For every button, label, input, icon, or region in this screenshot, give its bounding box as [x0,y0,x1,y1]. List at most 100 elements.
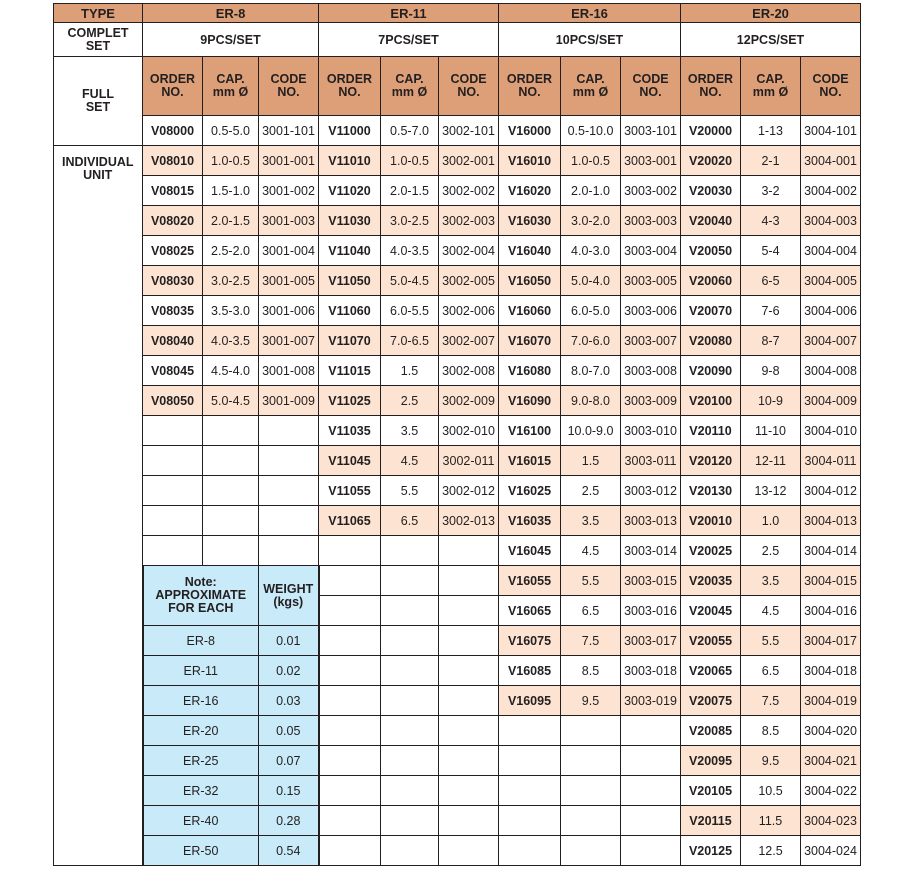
empty-cell [438,625,499,656]
order-no: V16075 [498,625,561,656]
code-no: 3002-001 [438,145,499,176]
empty-cell [620,745,681,776]
code-no: 3003-002 [620,175,681,206]
empty-cell [258,535,319,566]
order-no: V08040 [142,325,203,356]
capacity: 10.5 [740,775,801,806]
code-no: 3003-010 [620,415,681,446]
order-no: V20030 [680,175,741,206]
column-header-order-no: ORDER NO. [680,56,741,116]
empty-cell [202,445,259,476]
empty-cell [560,745,621,776]
order-no: V11040 [318,235,381,266]
capacity: 9.5 [740,745,801,776]
capacity: 12-11 [740,445,801,476]
order-no: V20040 [680,205,741,236]
weight-header: WEIGHT (kgs) [258,565,320,626]
empty-cell [202,535,259,566]
capacity: 13-12 [740,475,801,506]
code-no: 3003-005 [620,265,681,296]
capacity: 10-9 [740,385,801,416]
code-no: 3003-003 [620,205,681,236]
order-no: V08025 [142,235,203,266]
code-no: 3001-002 [258,175,319,206]
empty-cell [142,505,203,536]
code-no: 3003-011 [620,445,681,476]
capacity: 1.0-0.5 [560,145,621,176]
order-no: V20130 [680,475,741,506]
capacity: 1.5-1.0 [202,175,259,206]
empty-cell [318,835,381,866]
empty-cell [258,415,319,446]
capacity: 3.5-3.0 [202,295,259,326]
order-no: V08020 [142,205,203,236]
capacity: 0.5-7.0 [380,115,439,146]
empty-cell [620,715,681,746]
empty-cell [318,595,381,626]
capacity: 1.0-0.5 [380,145,439,176]
empty-cell [438,535,499,566]
capacity: 7.5 [740,685,801,716]
full-set-label: FULL SET [53,56,143,146]
code-no: 3002-005 [438,265,499,296]
capacity: 5-4 [740,235,801,266]
code-no: 3004-018 [800,655,861,686]
capacity: 1-13 [740,115,801,146]
code-no: 3004-101 [800,115,861,146]
order-no: V16045 [498,535,561,566]
empty-cell [438,685,499,716]
weight-value: 0.01 [258,625,320,656]
empty-cell [318,775,381,806]
order-no: V20075 [680,685,741,716]
capacity: 4-3 [740,205,801,236]
order-no: V16010 [498,145,561,176]
order-no: V20020 [680,145,741,176]
order-no: V20110 [680,415,741,446]
column-header-code-no: CODE NO. [258,56,319,116]
order-no: V16095 [498,685,561,716]
type-header: ER-16 [498,3,681,23]
order-no: V16100 [498,415,561,446]
capacity: 5.0-4.5 [202,385,259,416]
capacity: 6.5 [740,655,801,686]
empty-cell [318,745,381,776]
capacity: 6.0-5.0 [560,295,621,326]
capacity: 9.5 [560,685,621,716]
empty-cell [202,475,259,506]
code-no: 3003-016 [620,595,681,626]
empty-cell [380,685,439,716]
order-no: V16080 [498,355,561,386]
capacity: 3-2 [740,175,801,206]
order-no: V20115 [680,805,741,836]
code-no: 3001-007 [258,325,319,356]
empty-cell [380,745,439,776]
capacity: 6.5 [560,595,621,626]
empty-cell [438,835,499,866]
order-no: V16060 [498,295,561,326]
order-no: V20035 [680,565,741,596]
capacity: 2.0-1.5 [380,175,439,206]
empty-cell [620,835,681,866]
code-no: 3004-007 [800,325,861,356]
column-header-code-no: CODE NO. [438,56,499,116]
capacity: 4.5 [380,445,439,476]
capacity: 3.5 [380,415,439,446]
weight-type: ER-16 [141,685,259,716]
order-no: V08045 [142,355,203,386]
order-no: V20090 [680,355,741,386]
order-no: V08010 [142,145,203,176]
code-no: 3001-004 [258,235,319,266]
code-no: 3002-101 [438,115,499,146]
empty-cell [498,745,561,776]
capacity: 2-1 [740,145,801,176]
code-no: 3004-010 [800,415,861,446]
empty-cell [318,535,381,566]
code-no: 3004-006 [800,295,861,326]
order-no: V20095 [680,745,741,776]
capacity: 11-10 [740,415,801,446]
individual-unit-label: INDIVIDUAL UNIT [53,145,143,866]
column-header-cap: CAP. mm Ø [560,56,621,116]
code-no: 3004-005 [800,265,861,296]
empty-cell [380,805,439,836]
code-no: 3002-013 [438,505,499,536]
